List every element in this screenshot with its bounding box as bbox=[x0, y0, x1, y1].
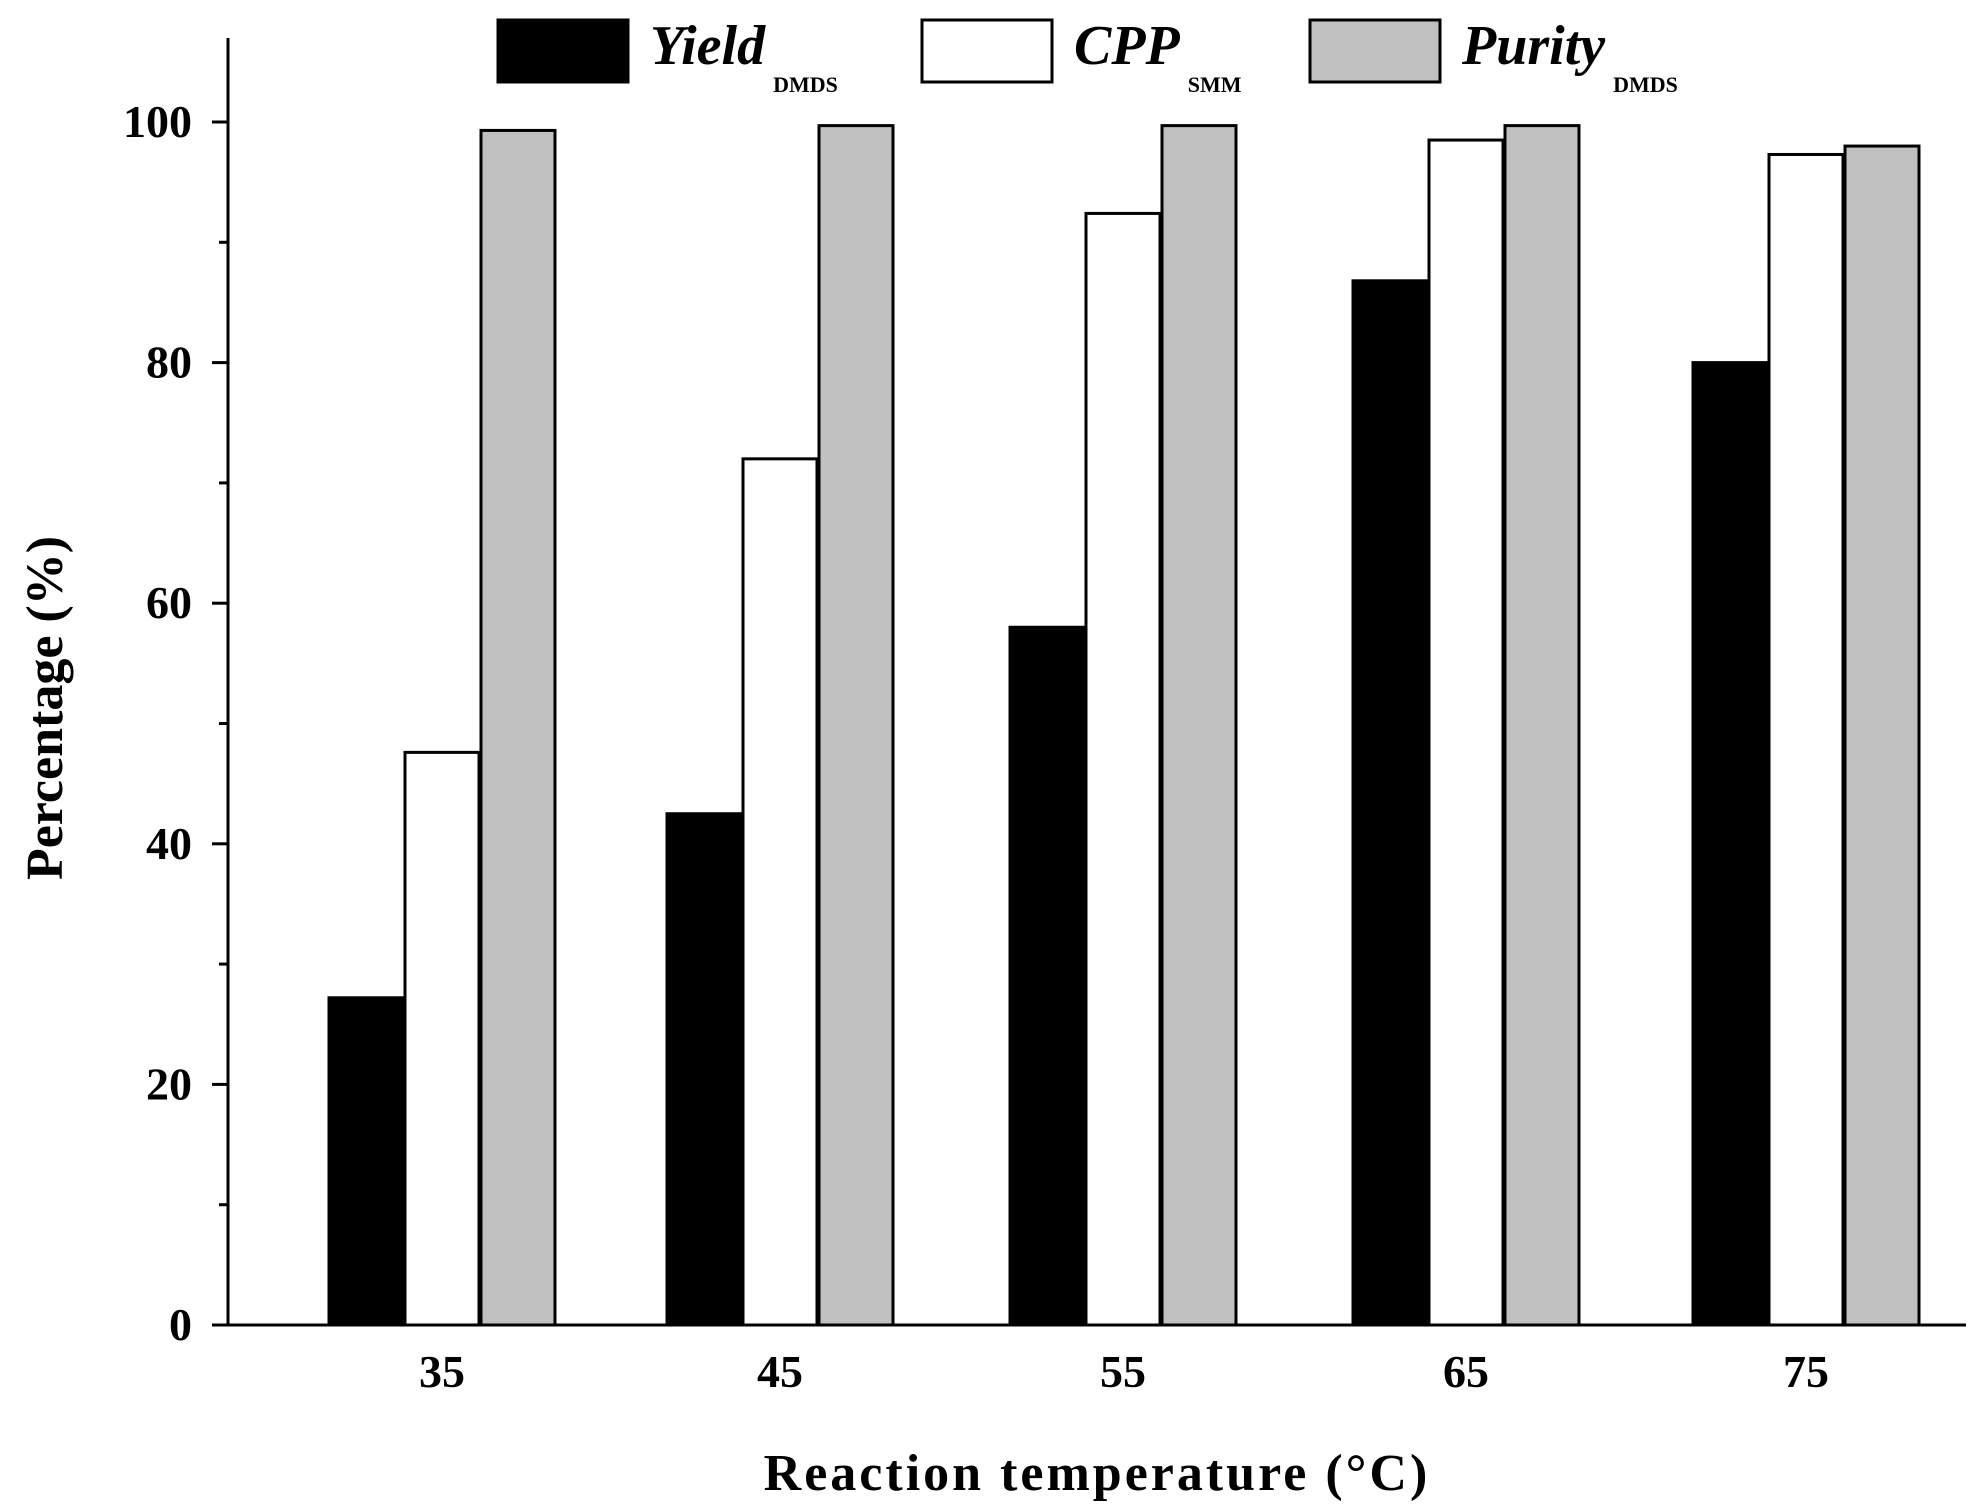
bar-purity-45 bbox=[817, 124, 895, 1327]
bar-purity-75 bbox=[1843, 144, 1921, 1327]
legend-subscript: SMM bbox=[1188, 72, 1242, 97]
bar-cpp-35 bbox=[403, 750, 481, 1327]
x-tick-label: 65 bbox=[1443, 1346, 1489, 1397]
x-tick-label: 45 bbox=[757, 1346, 803, 1397]
y-axis-title: Percentage (%) bbox=[17, 536, 74, 880]
y-tick-label: 20 bbox=[146, 1058, 192, 1109]
y-tick-label: 100 bbox=[123, 96, 192, 147]
bar-purity-55 bbox=[1160, 124, 1238, 1327]
legend-item-yield: Yield DMDS bbox=[496, 15, 838, 97]
bar-yield-35 bbox=[327, 996, 405, 1327]
legend-item-purity: Purity DMDS bbox=[1308, 15, 1678, 97]
y-tick-label: 40 bbox=[146, 818, 192, 869]
x-axis-title: Reaction temperature (°C) bbox=[764, 1445, 1431, 1502]
bar-purity-35 bbox=[479, 128, 557, 1327]
bar-yield-75 bbox=[1691, 361, 1769, 1327]
legend-label: Purity bbox=[1461, 15, 1606, 77]
bar-cpp-75 bbox=[1767, 152, 1845, 1327]
bar-cpp-45 bbox=[741, 457, 819, 1327]
legend-swatch bbox=[920, 18, 1054, 84]
bar-purity-65 bbox=[1503, 124, 1581, 1327]
legend-subscript: DMDS bbox=[1613, 72, 1678, 97]
x-tick-label: 75 bbox=[1783, 1346, 1829, 1397]
bar-cpp-55 bbox=[1084, 211, 1162, 1327]
axes bbox=[226, 38, 1966, 1327]
y-tick-label: 80 bbox=[146, 337, 192, 388]
bar-yield-55 bbox=[1008, 625, 1086, 1327]
y-tick-label: 0 bbox=[169, 1299, 192, 1350]
legend-subscript: DMDS bbox=[773, 72, 838, 97]
x-ticks: 35 45 55 65 75 bbox=[419, 1346, 1829, 1397]
x-tick-label: 35 bbox=[419, 1346, 465, 1397]
y-tick-label: 60 bbox=[146, 577, 192, 628]
bar-cpp-65 bbox=[1427, 138, 1505, 1327]
y-ticks: 0 20 40 60 80 100 bbox=[123, 96, 228, 1350]
bars bbox=[327, 124, 1921, 1327]
legend-label: CPP bbox=[1074, 15, 1181, 77]
bar-yield-65 bbox=[1351, 279, 1429, 1327]
legend-swatch bbox=[496, 18, 630, 84]
bar-yield-45 bbox=[665, 812, 743, 1327]
legend-swatch bbox=[1308, 18, 1442, 84]
x-tick-label: 55 bbox=[1100, 1346, 1146, 1397]
legend-label: Yield bbox=[650, 15, 766, 77]
legend-item-cpp: CPP SMM bbox=[920, 15, 1242, 97]
legend: Yield DMDS CPP SMM Purity DMDS bbox=[496, 15, 1678, 97]
